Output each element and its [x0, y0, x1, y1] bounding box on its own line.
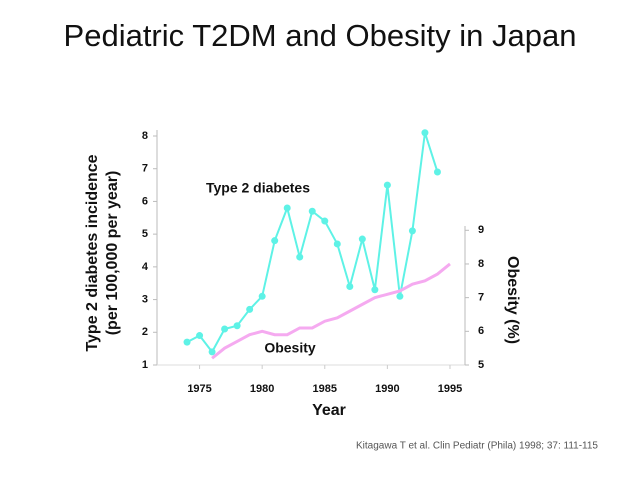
point	[196, 332, 204, 340]
point	[221, 325, 229, 333]
point	[408, 227, 416, 235]
point	[383, 181, 391, 189]
point	[258, 292, 266, 300]
point	[208, 348, 216, 356]
x-tick-label: 1985	[313, 383, 337, 395]
y2-tick-label: 9	[478, 224, 484, 236]
series-label: Obesity	[264, 340, 316, 356]
y2-tick-label: 6	[478, 325, 484, 337]
y-tick-label: 5	[142, 228, 148, 240]
y-tick-label: 7	[142, 163, 148, 175]
x-tick-label: 1990	[375, 383, 399, 395]
point	[321, 217, 329, 225]
y-tick-label: 1	[142, 359, 148, 371]
point	[183, 338, 191, 346]
point	[433, 168, 441, 176]
point	[296, 253, 304, 261]
point	[421, 129, 429, 137]
series-label: Type 2 diabetes	[206, 180, 310, 196]
point	[283, 204, 291, 212]
y-tick-label: 8	[142, 130, 148, 142]
x-axis-label: Year	[312, 402, 346, 419]
point	[308, 207, 316, 215]
y2-tick-label: 8	[478, 258, 484, 270]
point	[346, 282, 354, 290]
y-tick-label: 2	[142, 326, 148, 338]
citation: Kitagawa T et al. Clin Pediatr (Phila) 1…	[356, 441, 598, 452]
y2-tick-label: 5	[478, 359, 484, 371]
point	[233, 322, 241, 330]
y-tick-label: 4	[142, 261, 149, 273]
point	[396, 292, 404, 300]
y-axis-label: (per 100,000 per year)	[104, 171, 121, 336]
y-tick-label: 6	[142, 195, 148, 207]
y2-axis-label: Obesity (%)	[504, 256, 521, 344]
y-axis-label: Type 2 diabetes incidence	[84, 154, 101, 351]
series-line	[186, 132, 439, 354]
x-tick-label: 1980	[250, 383, 274, 395]
point	[271, 237, 279, 245]
point	[371, 286, 379, 294]
y-tick-label: 3	[142, 293, 148, 305]
point	[358, 235, 366, 243]
chart-title: Pediatric T2DM and Obesity in Japan	[63, 18, 577, 53]
y2-tick-label: 7	[478, 292, 484, 304]
series-line	[211, 262, 451, 360]
point	[246, 305, 254, 313]
x-tick-label: 1995	[438, 383, 462, 395]
x-tick-label: 1975	[187, 383, 211, 395]
point	[333, 240, 341, 248]
